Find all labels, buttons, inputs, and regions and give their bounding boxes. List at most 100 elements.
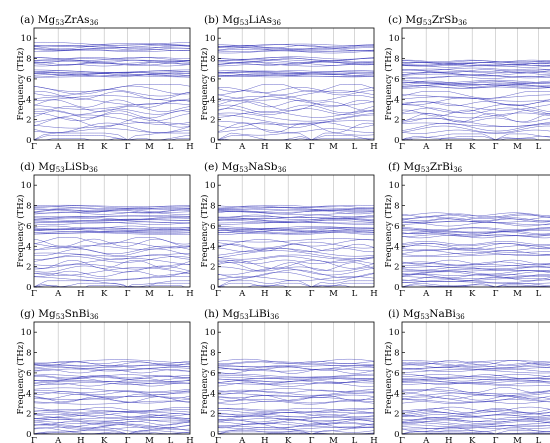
plot-frame — [401, 321, 550, 435]
x-tick-label: Γ — [493, 289, 499, 299]
band-line — [33, 414, 191, 419]
y-tick-label: 10 — [205, 328, 216, 338]
x-tick-label: K — [469, 289, 476, 299]
band-line — [33, 230, 191, 233]
y-tick-label: 6 — [26, 369, 31, 379]
band-line — [401, 399, 550, 403]
y-tick-label: 8 — [210, 202, 215, 212]
band-line — [217, 135, 375, 141]
band-line — [33, 430, 191, 435]
band-line — [401, 227, 550, 232]
band-line — [33, 59, 191, 64]
y-tick-label: 6 — [394, 222, 399, 232]
band-line — [401, 81, 550, 85]
band-line — [33, 282, 190, 288]
x-tick-label: K — [285, 436, 292, 443]
band-line — [33, 207, 191, 210]
band-line — [33, 43, 191, 47]
y-tick-label: 8 — [394, 55, 399, 65]
band-line — [401, 221, 550, 226]
band-line — [33, 417, 191, 422]
band-line — [401, 222, 550, 227]
x-tick-label: H — [445, 436, 452, 443]
x-tick-label: L — [536, 142, 542, 152]
band-line — [33, 245, 191, 250]
x-tick-label: Γ — [31, 289, 37, 299]
band-line — [217, 262, 375, 271]
plot-frame — [217, 174, 375, 288]
panel-title: (a) Mg53ZrAs36 — [20, 14, 99, 27]
band-line — [401, 395, 550, 401]
plot-frame — [401, 174, 550, 288]
subscript: 36 — [453, 166, 462, 174]
x-tick-label: H — [261, 142, 268, 152]
subscript: 53 — [240, 19, 249, 27]
band-line — [217, 128, 375, 133]
band-line — [401, 261, 550, 266]
band-line — [217, 412, 375, 417]
band-line — [401, 422, 550, 427]
band-line — [217, 228, 375, 232]
band-line — [217, 210, 375, 215]
y-tick-label: 10 — [21, 34, 32, 44]
band-line — [401, 109, 550, 117]
x-tick-label: K — [469, 436, 476, 443]
band-line — [33, 96, 191, 106]
band-line — [33, 225, 191, 229]
band-line — [33, 416, 191, 420]
band-line — [401, 254, 550, 257]
y-tick-label: 2 — [394, 116, 399, 126]
y-tick-label: 0 — [394, 430, 399, 440]
band-line — [217, 390, 375, 396]
x-tick-label: L — [352, 436, 358, 443]
plot-frame — [33, 174, 191, 288]
band-line — [401, 252, 550, 256]
band-line — [401, 427, 550, 432]
band-line — [217, 87, 375, 94]
band-line — [33, 387, 191, 393]
plot-frame — [33, 27, 191, 141]
band-line — [217, 397, 375, 402]
band-line — [401, 96, 550, 102]
x-tick-label: Γ — [125, 142, 131, 152]
x-tick-label: H — [370, 289, 377, 299]
band-line — [33, 222, 191, 225]
band-line — [33, 74, 191, 77]
y-tick-label: 2 — [26, 116, 31, 126]
subscript: 36 — [278, 166, 287, 174]
band-line — [33, 254, 191, 260]
band-line — [33, 359, 191, 364]
band-line — [33, 366, 191, 369]
band-line — [33, 46, 191, 50]
band-line — [33, 391, 191, 395]
y-axis-label: Frequency (THz) — [199, 195, 210, 268]
band-line — [401, 59, 550, 62]
band-line — [401, 419, 550, 423]
band-line — [401, 374, 550, 377]
band-line — [33, 89, 191, 97]
y-tick-label: 0 — [210, 283, 215, 293]
phonon-bands — [217, 358, 375, 435]
plot-frame — [401, 27, 550, 141]
band-line — [217, 363, 375, 367]
x-tick-label: M — [145, 289, 154, 299]
panel-e: (e) Mg53NaSb36 Frequency (THz) 0 2 4 6 8 10 Γ A H K… — [199, 161, 378, 299]
band-line — [401, 273, 550, 276]
y-tick-label: 10 — [389, 34, 400, 44]
band-line — [217, 56, 375, 60]
band-line — [34, 61, 191, 66]
x-tick-label: Γ — [125, 436, 131, 443]
band-line — [33, 265, 191, 273]
band-line — [401, 234, 550, 237]
phonon-bands — [401, 59, 550, 141]
band-line — [33, 95, 191, 102]
band-line — [217, 204, 375, 207]
panel-d: (d) Mg53LiSb36 Frequency (THz) 0 2 4 6 8 10 Γ A H K… — [15, 161, 194, 299]
x-tick-label: M — [329, 289, 338, 299]
band-line — [217, 417, 375, 421]
y-tick-label: 6 — [394, 75, 399, 85]
phonon-bands — [217, 43, 375, 141]
panel-title: (f) Mg53ZrBi36 — [388, 161, 463, 174]
band-line — [401, 67, 550, 71]
band-line — [33, 122, 191, 133]
